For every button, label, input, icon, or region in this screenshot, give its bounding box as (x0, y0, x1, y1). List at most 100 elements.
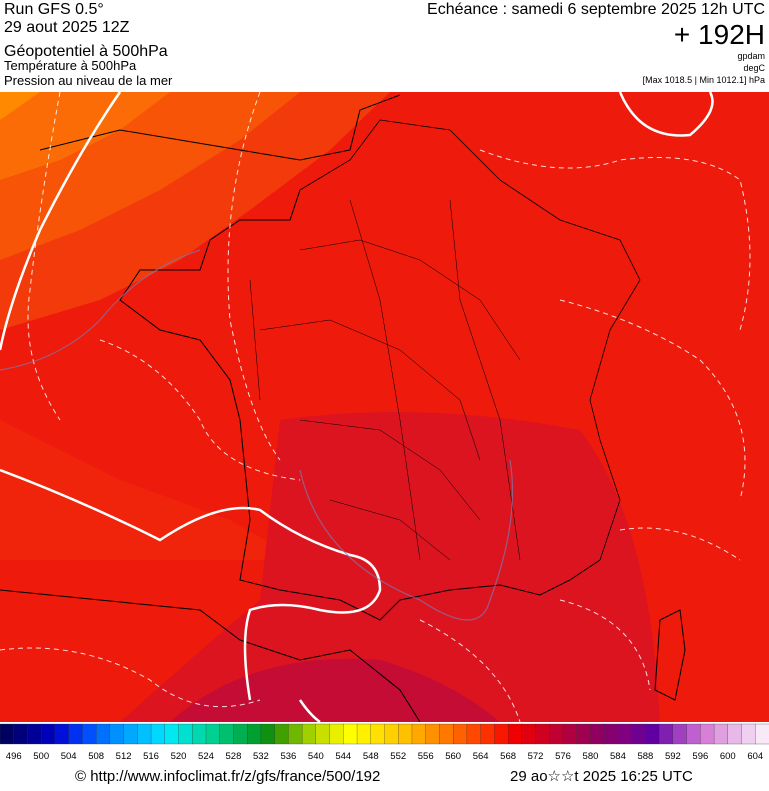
echeance: Echéance : samedi 6 septembre 2025 12h U… (427, 1, 765, 18)
isobar (0, 92, 714, 722)
swatch (576, 723, 591, 745)
scale-label: 496 (6, 751, 22, 762)
swatch (288, 723, 303, 745)
color-scale: 496 500 504 508 512 516 520 524 528 532 536 540 544 5… (0, 723, 769, 762)
unit: degC (743, 63, 765, 73)
swatch (535, 723, 550, 745)
scale-label: 540 (308, 751, 324, 762)
scale-label: 536 (280, 751, 296, 762)
generated-date: 29 ao☆☆t 2025 16:25 UTC (510, 768, 693, 785)
scale-label: 528 (226, 751, 242, 762)
map (0, 92, 769, 722)
swatch (741, 723, 756, 745)
swatch (247, 723, 262, 745)
swatch (700, 723, 715, 745)
field (0, 420, 300, 560)
pressure-range: [Max 1018.5 | Min 1012.1] hPa (643, 75, 765, 85)
layer-label: Pression au niveau de la mer (4, 73, 173, 88)
swatch (398, 723, 413, 745)
scale-label: 508 (88, 751, 104, 762)
swatch (164, 723, 179, 745)
swatch (82, 723, 97, 745)
swatch (27, 723, 42, 745)
scale-label: 596 (692, 751, 708, 762)
scale-label: 548 (363, 751, 379, 762)
scale-label: 524 (198, 751, 214, 762)
scale-label: 576 (555, 751, 571, 762)
swatch (356, 723, 372, 745)
swatch (686, 723, 701, 745)
swatch (439, 723, 454, 745)
swatch (549, 723, 564, 745)
swatch (631, 723, 646, 745)
swatch (727, 723, 742, 745)
swatch (54, 723, 70, 745)
field (0, 92, 40, 120)
field (0, 92, 170, 180)
scale-label: 500 (33, 751, 49, 762)
scale-label: 580 (583, 751, 599, 762)
scale-label: 560 (445, 751, 461, 762)
swatch (466, 723, 482, 745)
swatch (315, 723, 331, 745)
scale-label: 512 (116, 751, 132, 762)
swatch (109, 723, 125, 745)
swatch (658, 723, 674, 745)
swatch (645, 723, 660, 745)
swatch (604, 723, 619, 745)
swatch (562, 723, 578, 745)
swatch (521, 723, 537, 745)
scale-label: 600 (720, 751, 736, 762)
scale-label: 552 (390, 751, 406, 762)
scale-label: 604 (747, 751, 763, 762)
swatch (260, 723, 276, 745)
swatch (274, 723, 289, 745)
swatch (507, 723, 523, 745)
unit: gpdam (737, 51, 765, 61)
scale-label: 592 (665, 751, 681, 762)
swatch (137, 723, 152, 745)
run-date: 29 aout 2025 12Z (4, 19, 130, 36)
source-url: © http://www.infoclimat.fr/z/gfs/france/… (75, 768, 380, 785)
run-label: Run GFS 0.5° (4, 1, 104, 18)
swatch (205, 723, 221, 745)
swatch (384, 723, 399, 745)
swatch (192, 723, 207, 745)
swatch (123, 723, 138, 745)
coastline (0, 94, 686, 722)
swatch (343, 723, 358, 745)
swatch (95, 723, 111, 745)
swatch (68, 723, 83, 745)
swatch (370, 723, 385, 745)
swatch (480, 723, 495, 745)
swatch (301, 723, 317, 745)
scale-label: 520 (171, 751, 187, 762)
swatch (617, 723, 633, 745)
swatch (150, 723, 166, 745)
lead-time: + 192H (674, 19, 765, 50)
scale-label: 584 (610, 751, 626, 762)
swatch (494, 723, 509, 745)
scale-label: 504 (61, 751, 77, 762)
swatch (0, 723, 15, 745)
isotherm (0, 92, 751, 722)
swatch (672, 723, 688, 745)
swatch (425, 723, 440, 745)
scale-label: 556 (418, 751, 434, 762)
swatch (41, 723, 56, 745)
field (170, 658, 500, 722)
swatch (590, 723, 605, 745)
layer-label: Géopotentiel à 500hPa (4, 43, 168, 60)
swatch (453, 723, 468, 745)
geopotential-line (0, 249, 514, 621)
scale-label: 568 (500, 751, 516, 762)
swatch (713, 723, 729, 745)
scale-label: 572 (528, 751, 544, 762)
layer-label: Température à 500hPa (4, 58, 137, 73)
scale-label: 516 (143, 751, 159, 762)
swatch (755, 723, 769, 745)
scale-label: 532 (253, 751, 269, 762)
swatch (13, 723, 28, 745)
